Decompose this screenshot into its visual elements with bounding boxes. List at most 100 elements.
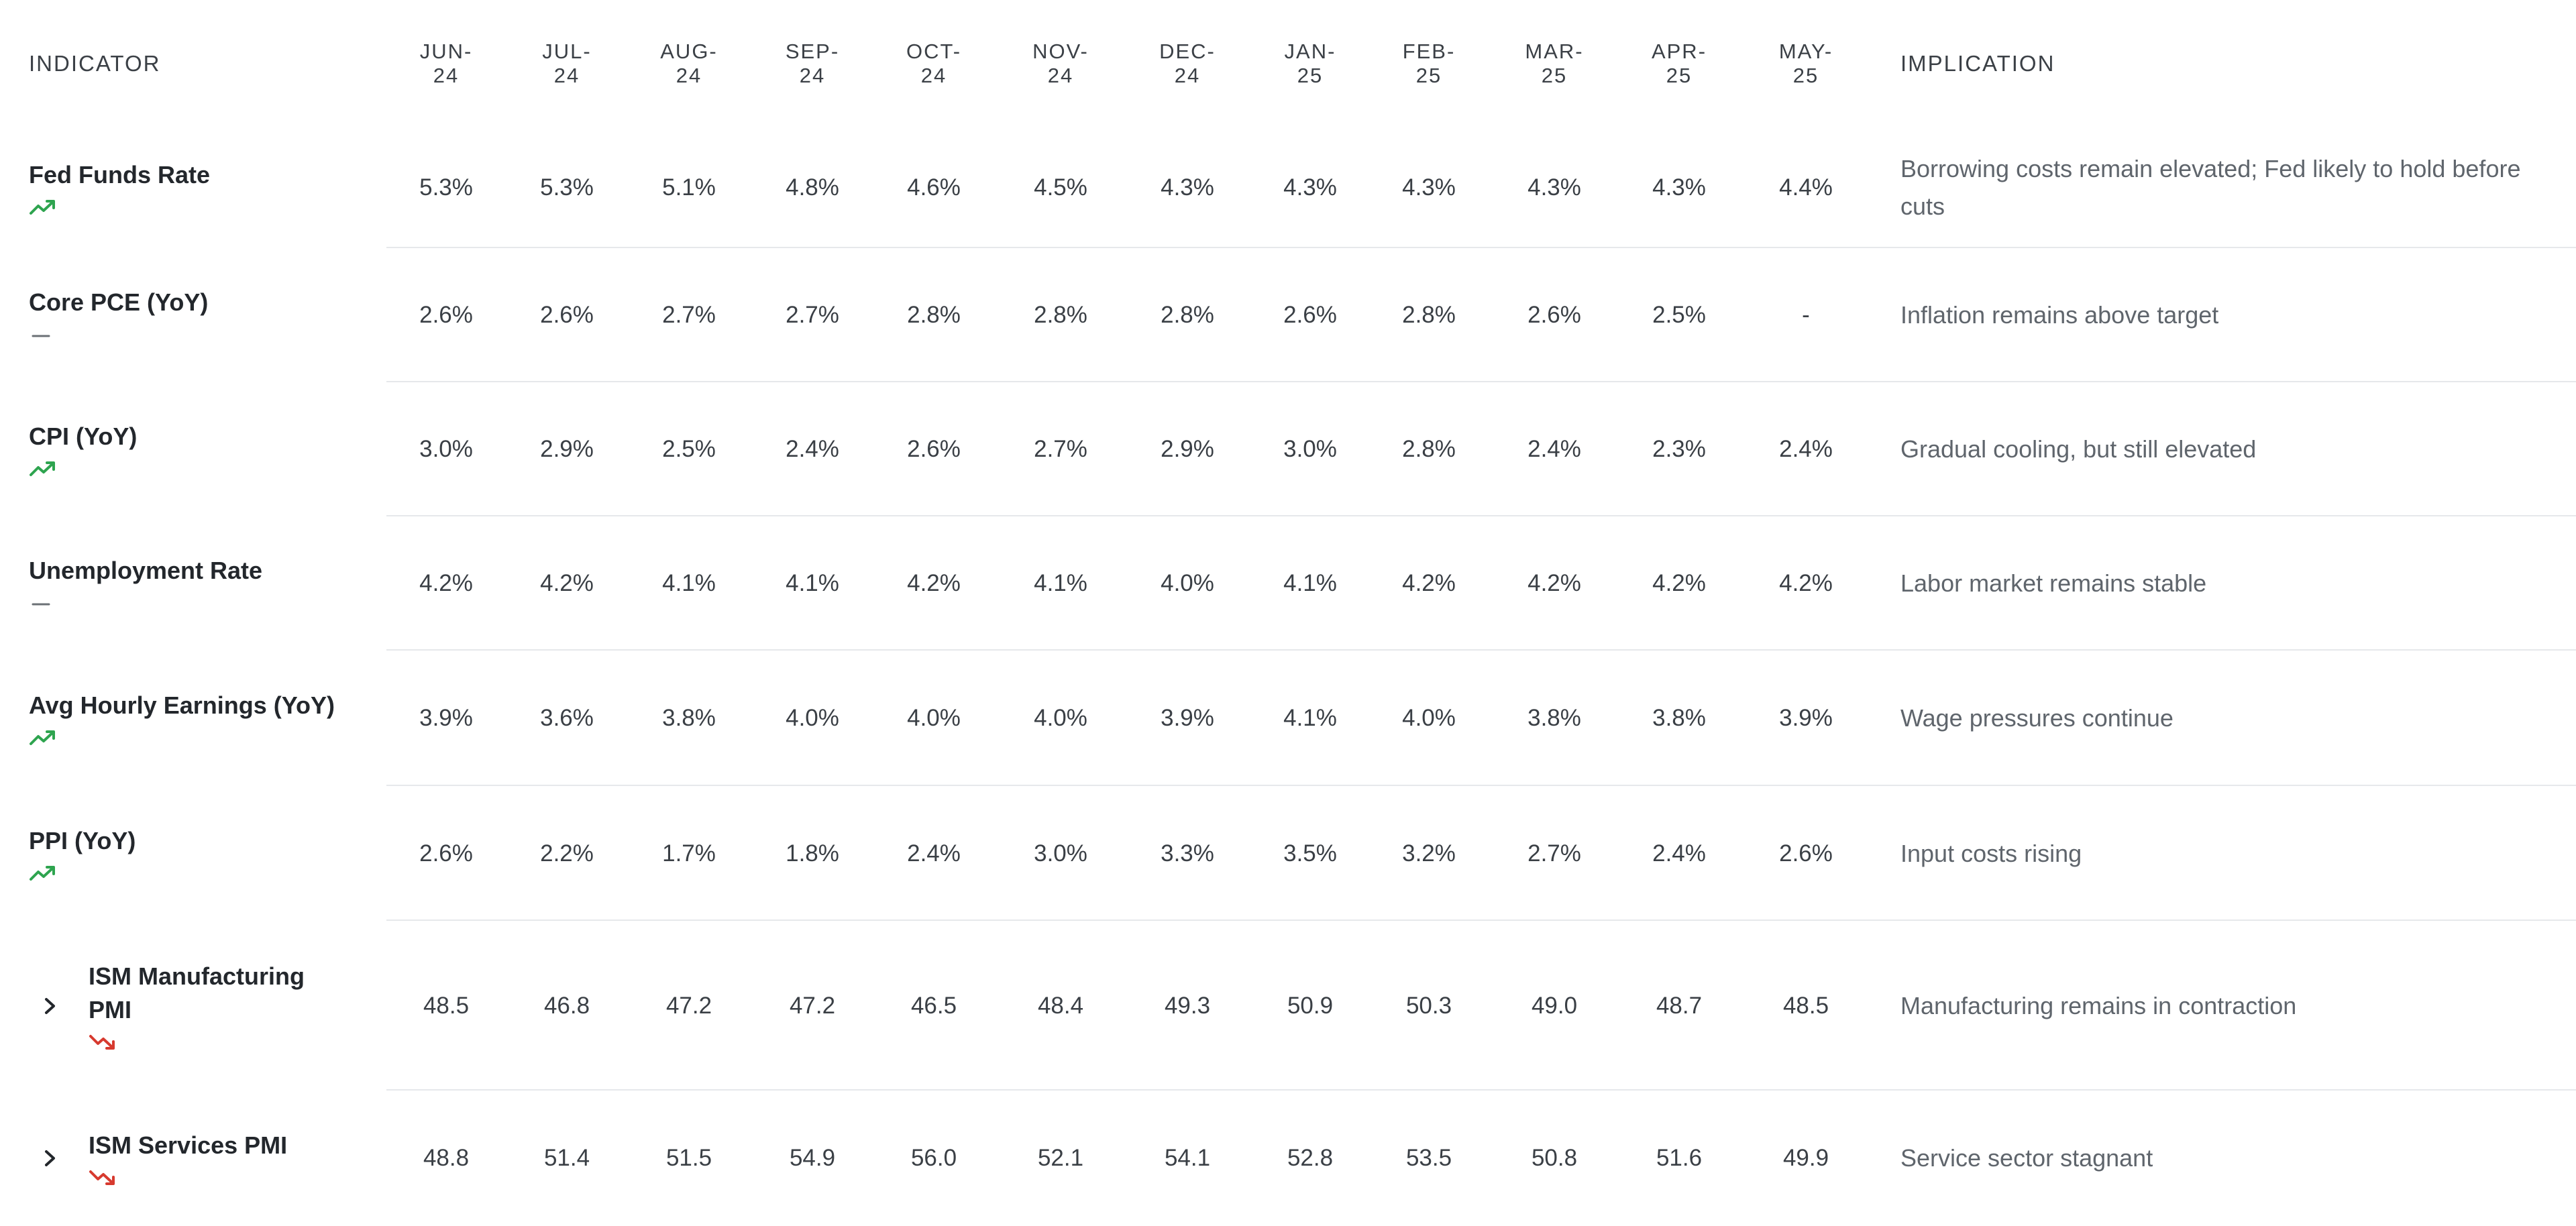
flat-dash-icon — [32, 603, 50, 606]
value-cell: 3.8% — [1527, 705, 1581, 731]
value-cell: 47.2 — [789, 992, 836, 1019]
implication-text: Labor market remains stable — [1900, 569, 2207, 597]
flat-dash-icon — [32, 335, 50, 337]
value-cell: 2.8% — [1161, 302, 1214, 328]
indicator-name: Core PCE (YoY) — [29, 288, 209, 316]
value-cell: 2.3% — [1652, 436, 1706, 462]
value-cell: 50.8 — [1531, 1145, 1578, 1171]
column-header-implication[interactable]: IMPLICATION — [1900, 51, 2055, 76]
table-row[interactable]: Fed Funds Rate 5.3% 5.3% 5.1% 4.8% 4.6% 4.5% 4.… — [0, 127, 2576, 248]
value-cell: 4.2% — [1652, 570, 1706, 596]
indicator-cell: Core PCE (YoY) — [29, 248, 378, 382]
value-cell: 2.4% — [1527, 436, 1581, 462]
value-cell: 50.3 — [1405, 992, 1452, 1019]
column-header-month[interactable]: MAY- 25 — [1778, 40, 1833, 87]
header-row: INDICATOR JUN- 24 JUL- 24 AUG- 24 SEP- 24 OCT… — [0, 0, 2576, 127]
expand-row-button[interactable] — [42, 1091, 59, 1226]
implication-text: Manufacturing remains in contraction — [1900, 991, 2297, 1019]
implication-text: Wage pressures continue — [1900, 704, 2174, 732]
value-cell: 3.9% — [419, 705, 473, 731]
value-cell: 4.1% — [662, 570, 716, 596]
table-row[interactable]: CPI (YoY) 3.0% 2.9% 2.5% 2.4% 2.6% 2.7% 2.9% 3.0… — [0, 382, 2576, 516]
column-header-month[interactable]: JUN- 24 — [419, 40, 473, 87]
value-cell: 4.3% — [1402, 174, 1456, 201]
value-cell: 3.0% — [419, 436, 473, 462]
trend-indicator — [29, 459, 58, 479]
trend-indicator — [89, 1032, 118, 1052]
value-cell: 4.2% — [907, 570, 961, 596]
value-cell: 3.6% — [540, 705, 594, 731]
value-cell: 46.8 — [543, 992, 590, 1019]
expand-row-button[interactable] — [42, 921, 59, 1091]
value-cell: 2.5% — [1652, 302, 1706, 328]
trend-down-icon — [89, 1170, 115, 1185]
value-cell: 51.5 — [665, 1145, 712, 1171]
table-row[interactable]: Core PCE (YoY) 2.6% 2.6% 2.7% 2.7% 2.8% 2.8% 2.… — [0, 248, 2576, 382]
column-header-month[interactable]: JUL- 24 — [542, 40, 592, 87]
column-header-month[interactable]: FEB- 25 — [1402, 40, 1456, 87]
indicator-cell: Unemployment Rate — [29, 516, 378, 651]
value-cell: 52.1 — [1037, 1145, 1084, 1171]
indicator-name: ISM Services PMI — [89, 1131, 288, 1159]
value-cell: 3.0% — [1034, 840, 1087, 867]
trend-down-icon — [89, 1034, 115, 1050]
value-cell: 1.7% — [662, 840, 716, 867]
value-cell: 1.8% — [786, 840, 839, 867]
value-cell: 47.2 — [665, 992, 712, 1019]
value-cell: 51.4 — [543, 1145, 590, 1171]
value-cell: 4.0% — [1402, 705, 1456, 731]
value-cell: 5.1% — [662, 174, 716, 201]
column-header-month[interactable]: SEP- 24 — [785, 40, 840, 87]
value-cell: 4.3% — [1283, 174, 1337, 201]
column-header-month[interactable]: APR- 25 — [1651, 40, 1707, 87]
column-header-month[interactable]: OCT- 24 — [906, 40, 962, 87]
table-row[interactable]: ISM Services PMI 48.8 51.4 51.5 54.9 56.0 52.1… — [0, 1091, 2576, 1226]
value-cell: 2.9% — [1161, 436, 1214, 462]
row-divider — [386, 1089, 2576, 1091]
trend-indicator — [29, 728, 58, 748]
column-header-month[interactable]: AUG- 24 — [660, 40, 718, 87]
value-cell: 48.8 — [423, 1145, 470, 1171]
implication-text: Input costs rising — [1900, 839, 2082, 867]
table-row[interactable]: Unemployment Rate 4.2% 4.2% 4.1% 4.1% 4.2% 4.1… — [0, 516, 2576, 651]
column-header-month[interactable]: DEC- 24 — [1159, 40, 1216, 87]
value-cell: 2.6% — [1527, 302, 1581, 328]
table-row[interactable]: PPI (YoY) 2.6% 2.2% 1.7% 1.8% 2.4% 3.0% 3.3% 3.5… — [0, 786, 2576, 921]
value-cell: 2.7% — [1034, 436, 1087, 462]
value-cell: 4.1% — [786, 570, 839, 596]
value-cell: 4.4% — [1779, 174, 1833, 201]
indicator-name: ISM Manufacturing PMI — [89, 962, 305, 1023]
row-divider — [386, 785, 2576, 786]
indicator-name: PPI (YoY) — [29, 826, 136, 854]
trend-up-icon — [30, 200, 55, 215]
value-cell: 4.3% — [1161, 174, 1214, 201]
column-header-month[interactable]: NOV- 24 — [1032, 40, 1089, 87]
column-header-month[interactable]: MAR- 25 — [1525, 40, 1584, 87]
value-cell: 3.8% — [1652, 705, 1706, 731]
indicator-name: Avg Hourly Earnings (YoY) — [29, 691, 335, 719]
value-cell: 2.6% — [540, 302, 594, 328]
value-cell: 4.2% — [1402, 570, 1456, 596]
trend-indicator — [29, 593, 58, 613]
value-cell: 4.5% — [1034, 174, 1087, 201]
indicator-name: Fed Funds Rate — [29, 161, 211, 188]
column-header-indicator[interactable]: INDICATOR — [29, 51, 161, 76]
table-row[interactable]: ISM Manufacturing PMI 48.5 46.8 47.2 47.2 46.… — [0, 921, 2576, 1091]
value-cell: 2.8% — [1402, 436, 1456, 462]
table-row[interactable]: Avg Hourly Earnings (YoY) 3.9% 3.6% 3.8% 4.0… — [0, 651, 2576, 786]
indicator-cell: ISM Services PMI — [89, 1091, 343, 1226]
value-cell: 2.8% — [907, 302, 961, 328]
value-cell: 4.6% — [907, 174, 961, 201]
value-cell: 2.5% — [662, 436, 716, 462]
column-header-month[interactable]: JAN- 25 — [1284, 40, 1336, 87]
value-cell: 46.5 — [910, 992, 957, 1019]
value-cell: 2.6% — [1779, 840, 1833, 867]
value-cell: 4.3% — [1527, 174, 1581, 201]
value-cell: 3.9% — [1779, 705, 1833, 731]
implication-text: Gradual cooling, but still elevated — [1900, 435, 2257, 463]
value-cell: 4.1% — [1283, 705, 1337, 731]
value-cell: 49.0 — [1531, 992, 1578, 1019]
value-cell: 2.4% — [907, 840, 961, 867]
value-cell: 3.2% — [1402, 840, 1456, 867]
